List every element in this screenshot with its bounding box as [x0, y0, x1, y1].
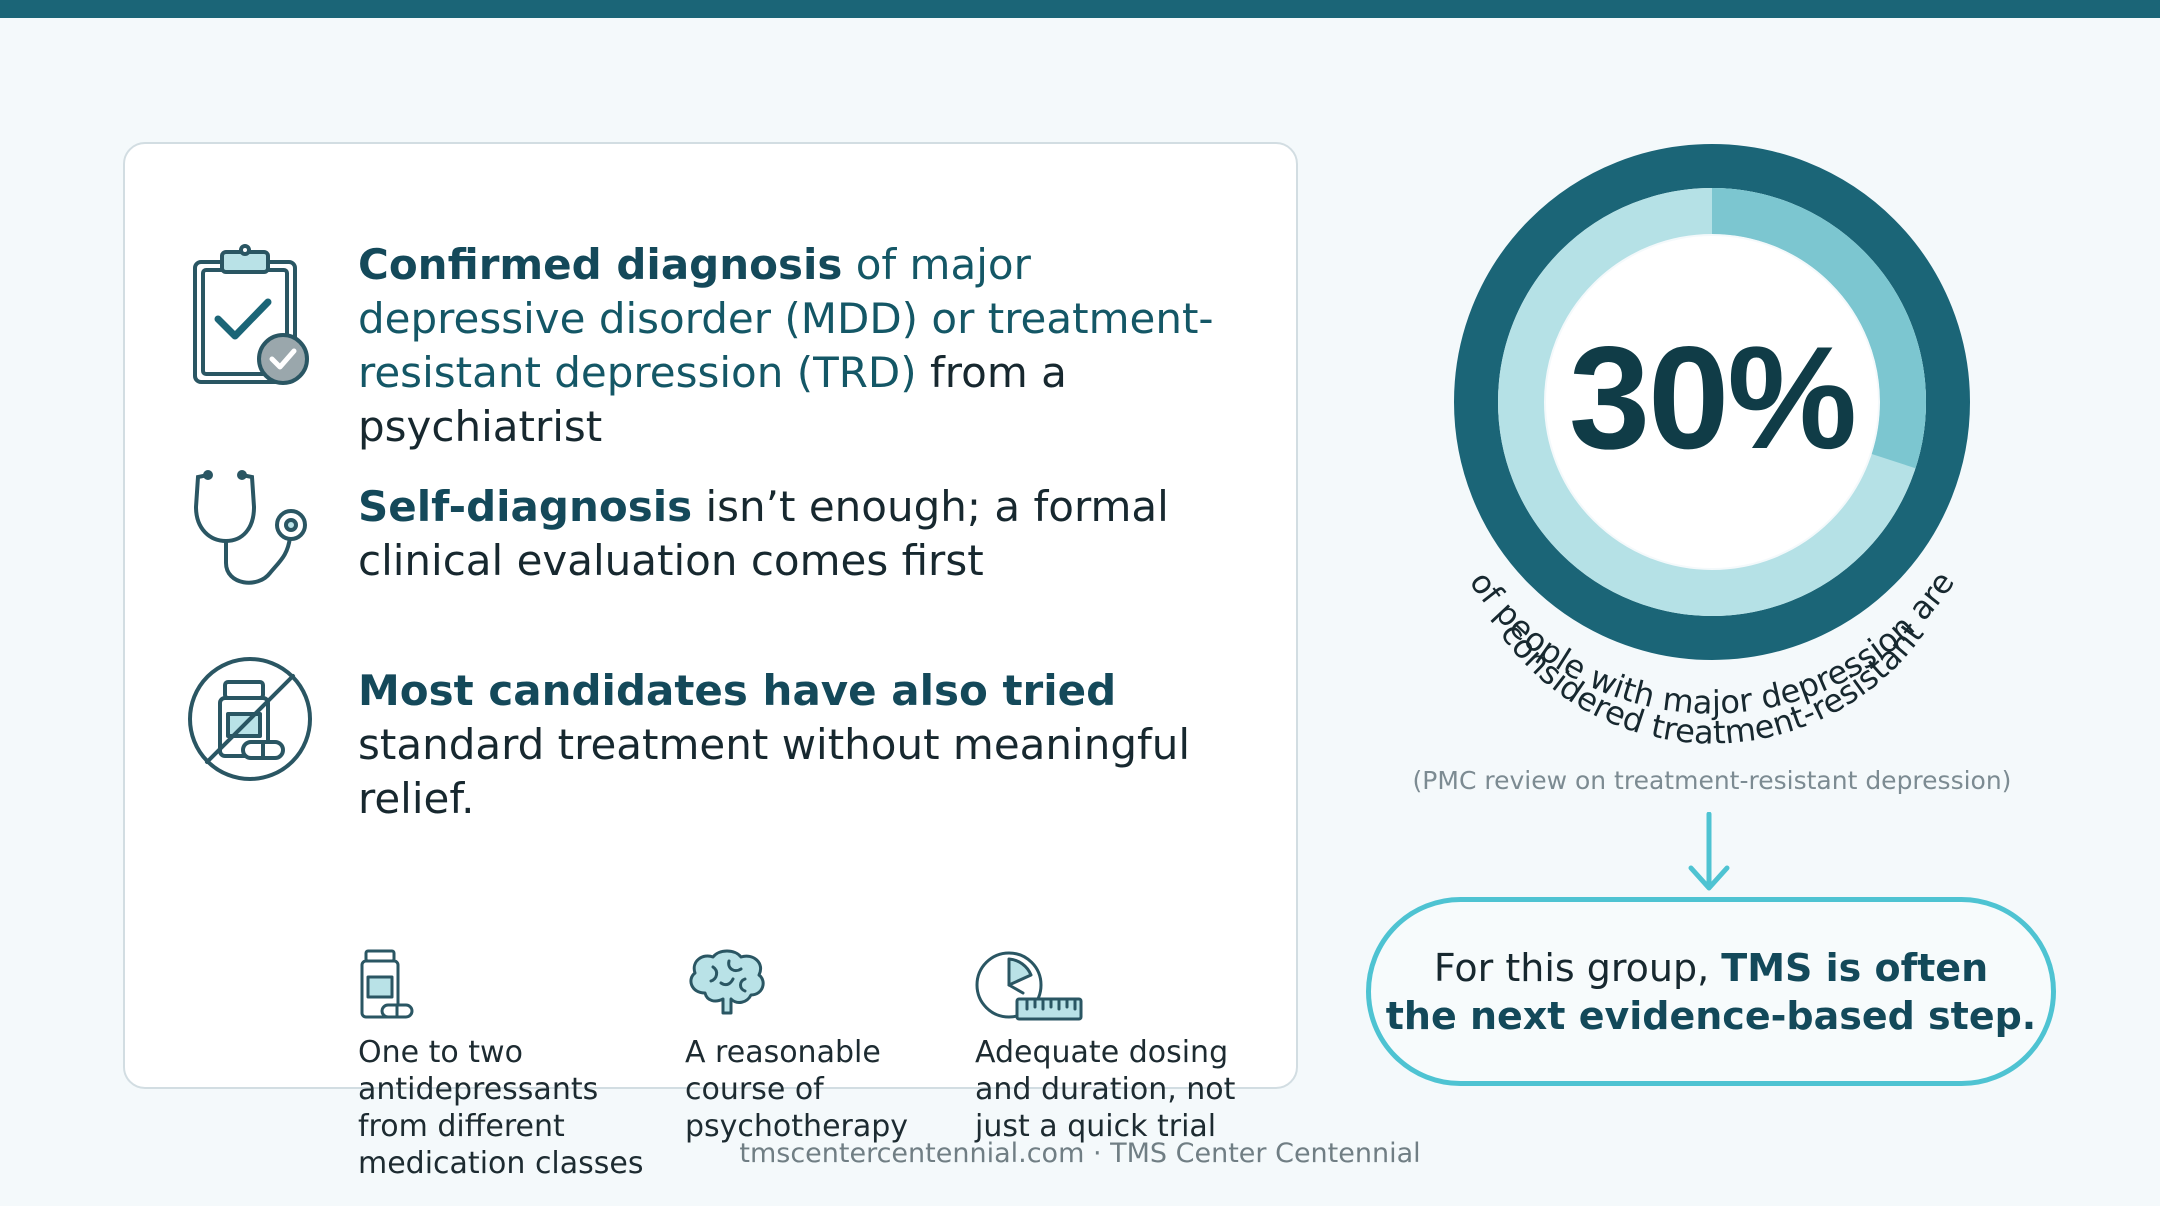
brain-icon [689, 949, 765, 1015]
ring-center [1546, 236, 1878, 568]
stethoscope-icon [193, 470, 307, 585]
stat-value: 30% [1568, 316, 1857, 479]
callout-line2: the next evidence-based step. [1385, 993, 2037, 1038]
prior-treatment-text: Most candidates have also tried standard… [358, 666, 1191, 823]
self-diagnosis-label: Self-diagnosis [358, 482, 693, 531]
callout-line1: For this group, TMS is often [1433, 945, 1989, 990]
ring-progress [1498, 188, 1926, 616]
tms-callout: For this group, TMS is often the next ev… [1366, 897, 2056, 1086]
stat-donut-ring [1454, 144, 1970, 660]
subitem-dosing-text: Adequate dosing and duration, not just a… [975, 1035, 1236, 1144]
diagnosis-requirement-text: Confirmed diagnosis of major depressive … [358, 240, 1214, 451]
clipboard-check-icon [193, 244, 309, 385]
stat-caption-arc: of people with major depression are cons… [1462, 564, 1962, 751]
top-accent-bar [0, 0, 2160, 18]
subitem-antidepressants-text: One to two antidepressants from differen… [358, 1035, 644, 1181]
self-diagnosis-text: Self-diagnosis isn’t enough; a formal cl… [358, 482, 1169, 585]
subitem-psychotherapy-text: A reasonable course of psychotherapy [685, 1035, 909, 1144]
prior-treatment-label: Most candidates have also tried [358, 666, 1117, 715]
footer-credit: tmscentercentennial.com · TMS Center Cen… [739, 1138, 1421, 1169]
eligibility-card: Confirmed diagnosis of major depressive … [123, 142, 1298, 1181]
confirmed-diagnosis-label: Confirmed diagnosis [358, 240, 843, 289]
clock-ruler-icon [975, 951, 1083, 1021]
ring-outer [1454, 144, 1970, 660]
medication-bottle-icon [360, 949, 414, 1019]
no-medication-icon [188, 657, 312, 781]
stat-source: (PMC review on treatment-resistant depre… [1412, 766, 2012, 795]
arrow-down-icon [1688, 812, 1730, 891]
